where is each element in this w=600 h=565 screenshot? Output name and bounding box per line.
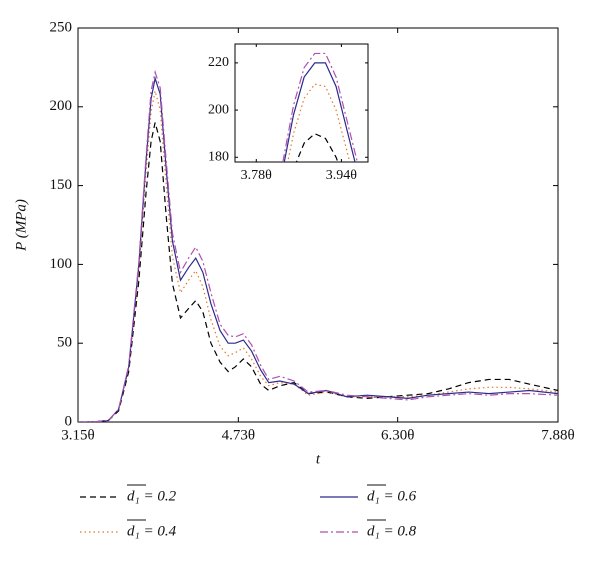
- y-tick-label: 200: [50, 98, 73, 114]
- y-tick-label: 100: [50, 256, 73, 272]
- x-tick-label: 3.15θ: [61, 427, 94, 443]
- series-line: [78, 122, 558, 422]
- legend-label: d₁ = 0.2: [127, 488, 177, 504]
- legend-label: d₁ = 0.8: [367, 523, 417, 539]
- series-line: [287, 83, 351, 162]
- y-tick-label: 150: [50, 177, 73, 193]
- x-axis-label: t: [316, 451, 321, 467]
- y-tick-label: 50: [57, 335, 72, 351]
- series-line: [295, 132, 339, 162]
- x-tick-label: 4.73θ: [222, 427, 255, 443]
- series-line: [282, 52, 358, 162]
- y-tick-label: 200: [208, 102, 229, 117]
- y-tick-label: 220: [208, 55, 229, 70]
- series-line: [283, 62, 356, 162]
- x-tick-label: 3.78θ: [241, 168, 273, 183]
- legend-label: d₁ = 0.4: [127, 523, 177, 539]
- y-tick-label: 0: [65, 413, 73, 429]
- x-tick-label: 3.94θ: [326, 168, 358, 183]
- y-tick-label: 180: [208, 149, 229, 164]
- series-group: [282, 52, 358, 162]
- x-tick-label: 7.88θ: [541, 427, 574, 443]
- y-tick-label: 250: [50, 19, 73, 35]
- plot-frame: [234, 43, 369, 163]
- series-line: [78, 69, 558, 422]
- legend-label: d₁ = 0.6: [367, 488, 417, 504]
- x-tick-label: 6.30θ: [381, 427, 414, 443]
- y-axis-label: P (MPa): [13, 199, 29, 252]
- series-group: [78, 69, 558, 422]
